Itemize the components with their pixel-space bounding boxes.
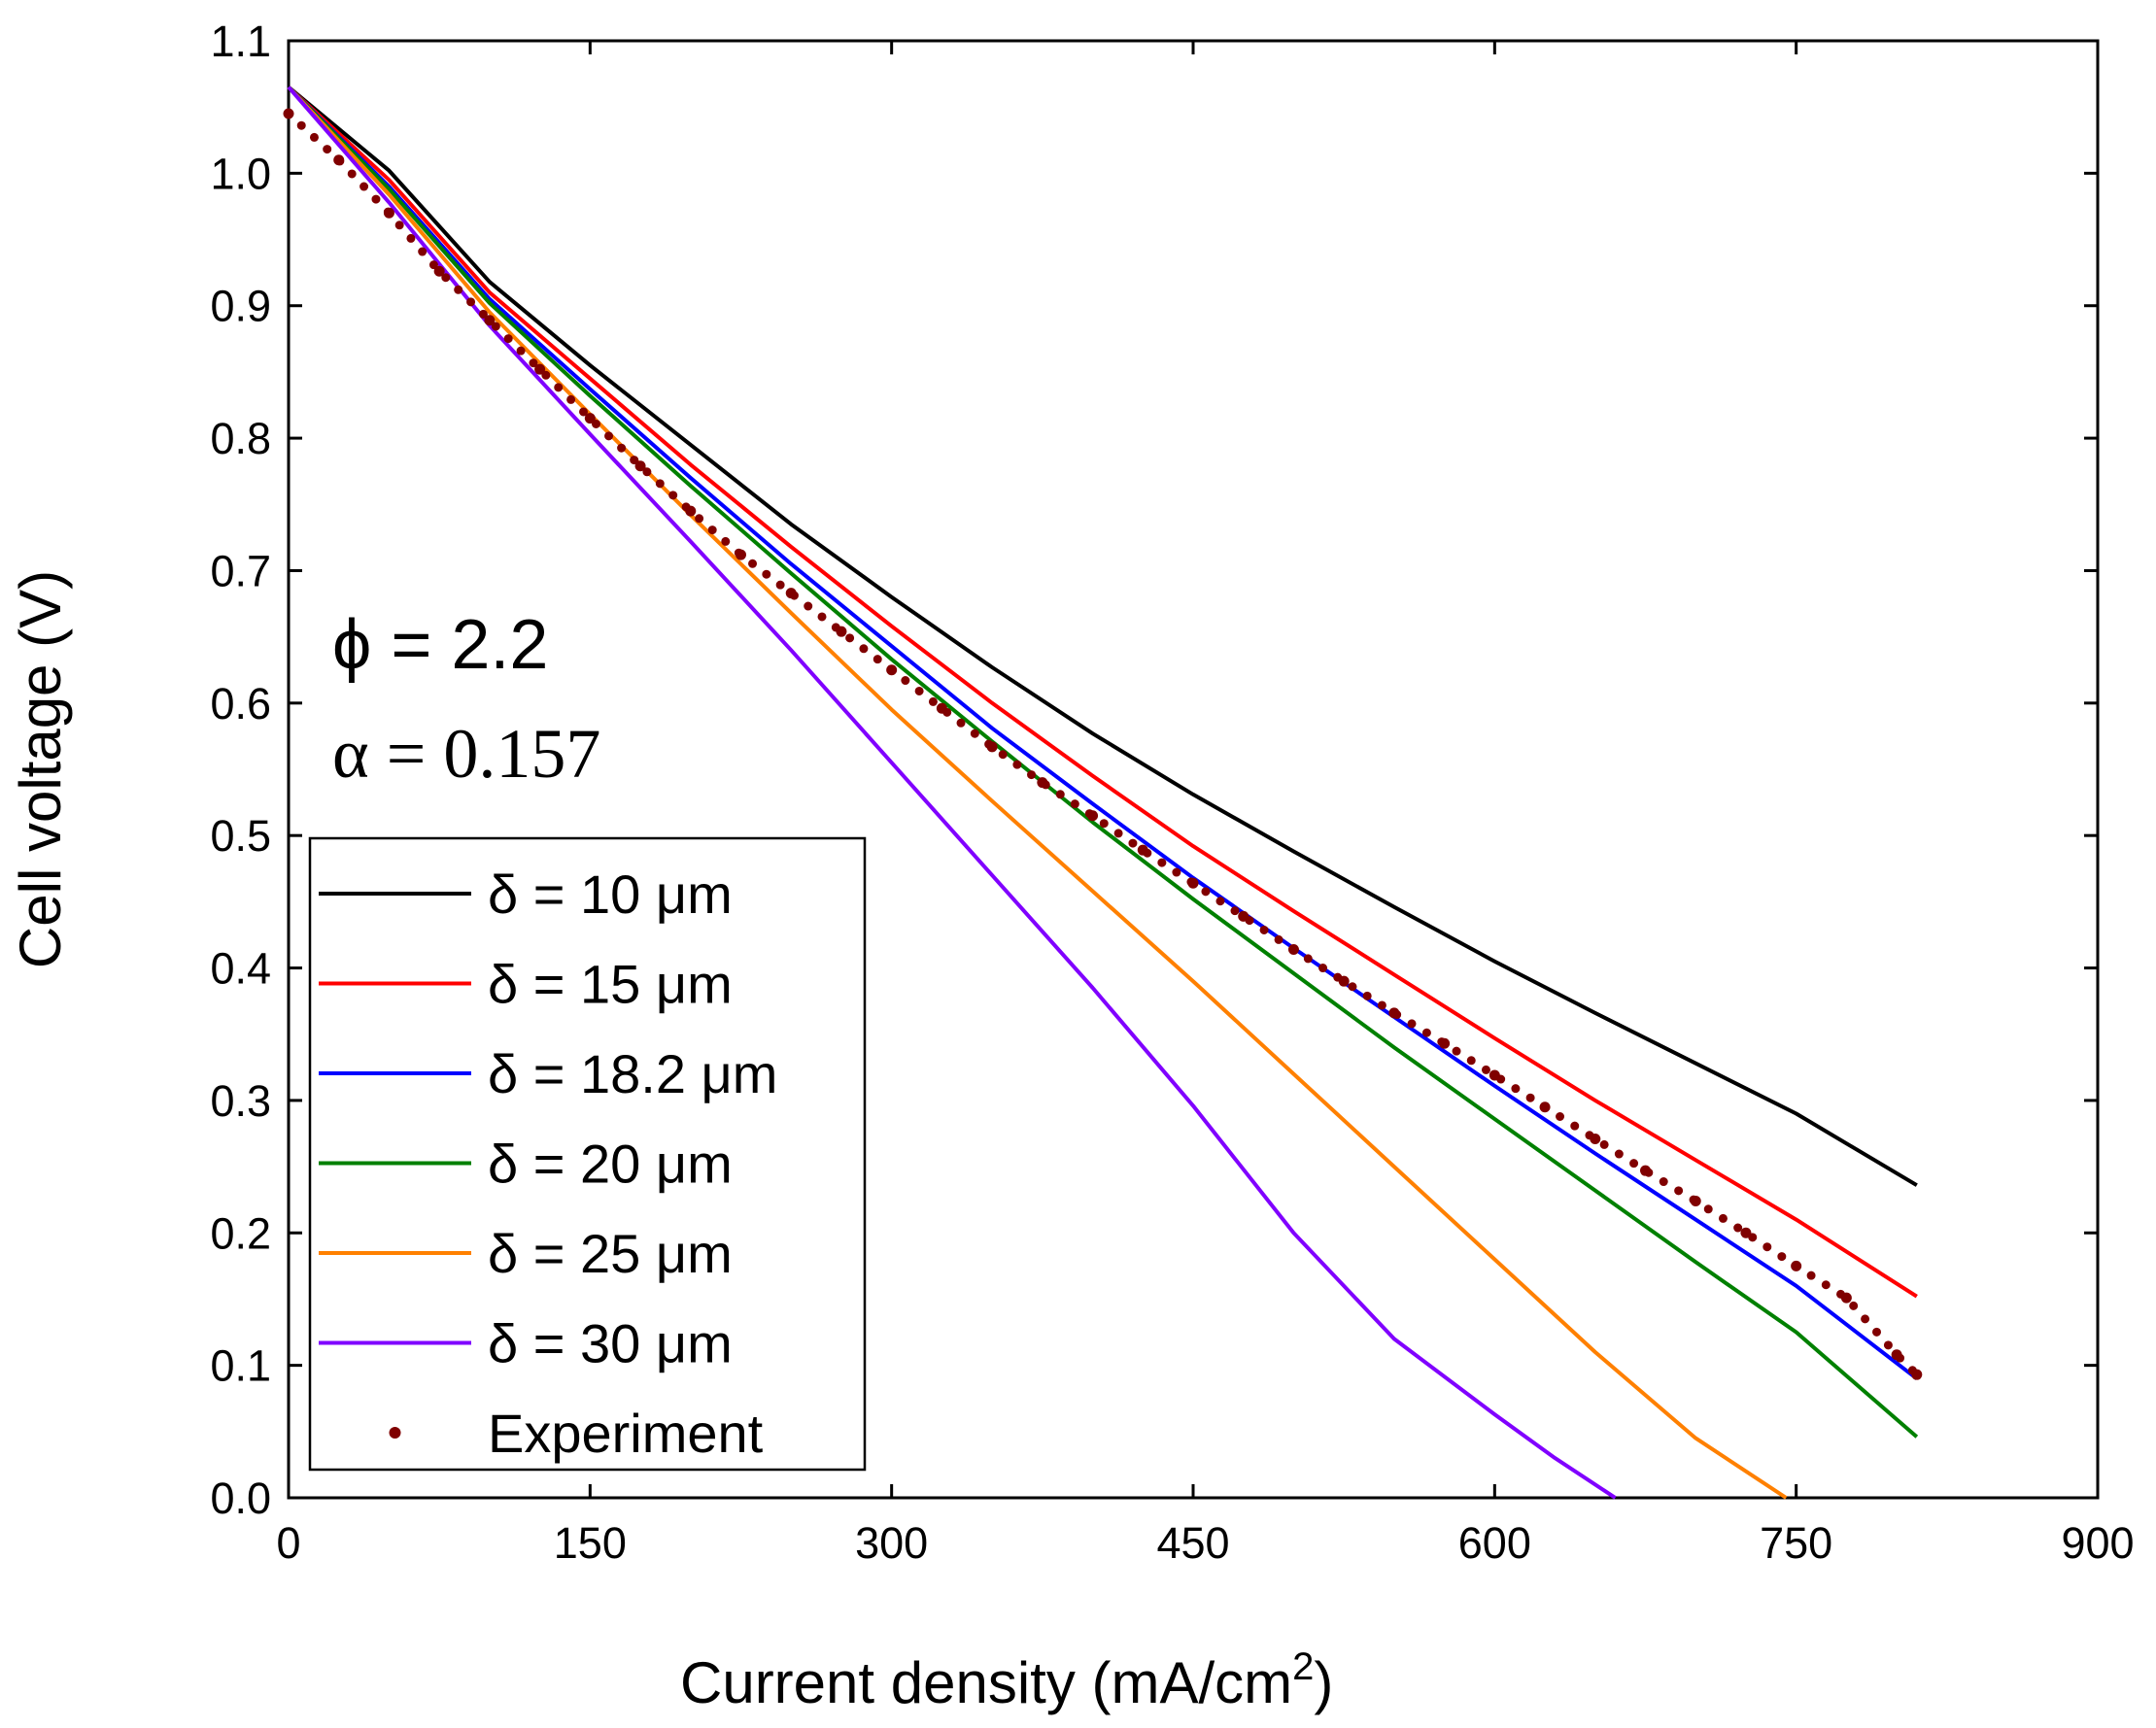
x-axis-title-end: ) [1314, 1650, 1333, 1715]
y-tick-label: 1.0 [210, 149, 271, 198]
series-experiment [283, 108, 1923, 1380]
legend-label: δ = 30 μm [488, 1313, 733, 1374]
x-tick-label: 750 [1760, 1518, 1832, 1568]
legend-label: Experiment [488, 1403, 764, 1464]
legend-label: δ = 25 μm [488, 1223, 733, 1284]
legend-label: δ = 18.2 μm [488, 1043, 777, 1104]
legend-box [308, 836, 867, 1472]
y-tick-label: 0.3 [210, 1076, 271, 1126]
legend-swatch-dot [389, 1427, 401, 1439]
legend-item: δ = 10 μm [319, 864, 733, 925]
experiment-point [484, 315, 496, 326]
x-axis-title: Current density (mA/cm2) [680, 1645, 1333, 1715]
legend-item: δ = 15 μm [319, 954, 733, 1015]
legend-item: Experiment [389, 1403, 764, 1464]
experiment-dotted-trace [284, 109, 1922, 1379]
y-tick-label: 0.4 [210, 944, 271, 994]
y-axis-title: Cell voltage (V) [8, 570, 73, 968]
series-line-delta-2 [287, 85, 1919, 1380]
series-line-delta-4 [287, 85, 1788, 1500]
legend-item: δ = 20 μm [319, 1134, 733, 1195]
y-tick-label: 0.8 [210, 414, 271, 463]
legend-item: δ = 25 μm [319, 1223, 733, 1284]
y-tick-label: 0.5 [210, 811, 271, 861]
x-tick-label: 150 [554, 1518, 627, 1568]
legend-label: δ = 10 μm [488, 864, 733, 925]
series-line-delta-3 [287, 85, 1919, 1439]
y-tick-label: 0.7 [210, 546, 271, 595]
x-tick-label: 450 [1156, 1518, 1229, 1568]
legend: δ = 10 μm δ = 15 μm δ = 18.2 μm δ = 20 μm δ … [308, 836, 867, 1472]
x-tick-label: 600 [1458, 1518, 1531, 1568]
series-layer [283, 85, 1923, 1500]
ticks: 0 150 300 450 600 750 900 0.0 0.1 0.2 0.3 0.4 0.5 0.6… [210, 17, 2134, 1568]
series-line-delta-5 [287, 85, 1617, 1500]
x-tick-label: 0 [276, 1518, 300, 1568]
y-tick-label: 0.6 [210, 679, 271, 728]
legend-item: δ = 18.2 μm [319, 1043, 777, 1104]
experiment-point [534, 363, 546, 375]
legend-label: δ = 20 μm [488, 1134, 733, 1195]
series-line-delta-1 [287, 85, 1918, 1299]
series-line-delta-0 [287, 85, 1918, 1187]
annotation-alpha: α = 0.157 [332, 715, 600, 793]
annotation-phi: ϕ = 2.2 [332, 606, 548, 684]
experiment-point [433, 265, 445, 277]
x-tick-label: 300 [855, 1518, 928, 1568]
legend-label: δ = 15 μm [488, 954, 733, 1015]
x-axis-title-main: Current density (mA/cm [680, 1650, 1292, 1715]
legend-item: δ = 30 μm [319, 1313, 733, 1374]
y-tick-label: 0.1 [210, 1341, 271, 1391]
y-tick-label: 1.1 [210, 17, 271, 66]
x-axis-title-sup: 2 [1292, 1645, 1314, 1688]
x-tick-label: 900 [2061, 1518, 2134, 1568]
y-tick-label: 0.2 [210, 1208, 271, 1258]
y-tick-label: 0.9 [210, 282, 271, 331]
y-tick-label: 0.0 [210, 1474, 271, 1523]
experiment-point [634, 460, 646, 472]
experiment-point [584, 413, 596, 424]
